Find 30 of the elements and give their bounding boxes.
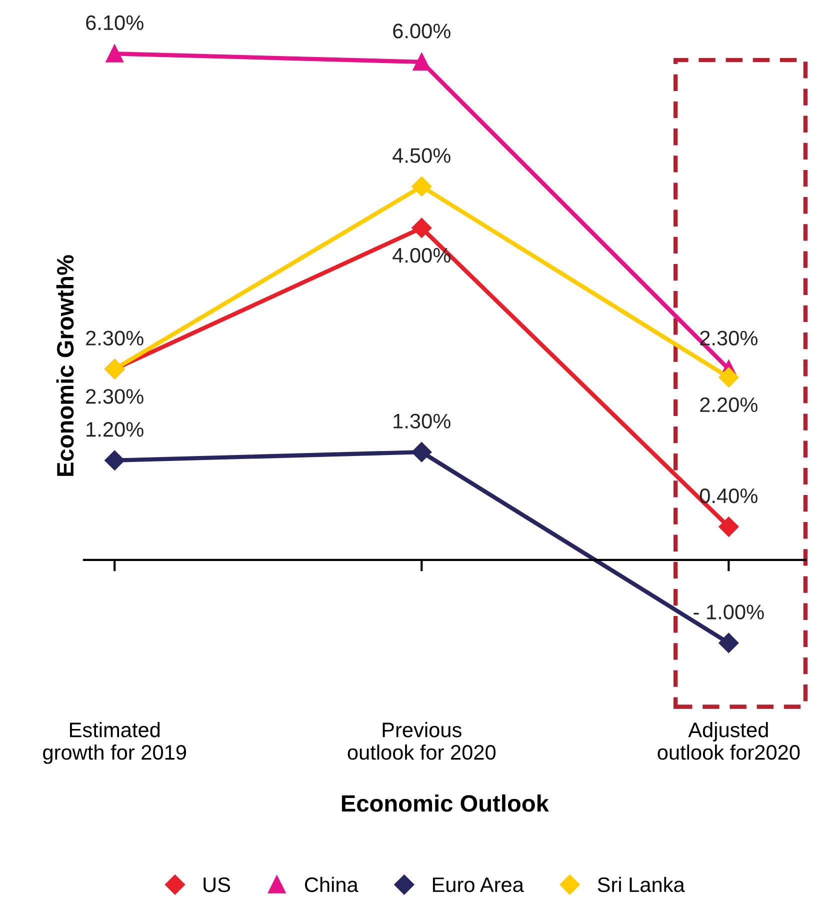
point xyxy=(412,218,432,238)
y-axis-title: Economic Growth% xyxy=(56,255,74,476)
point xyxy=(106,44,124,62)
data-label: 6.00% xyxy=(393,24,450,38)
data-label: 2.30% xyxy=(700,330,758,346)
x-axis-title: Economic Outlook xyxy=(342,794,549,812)
point xyxy=(104,450,124,470)
x-tick-label: Previous outlook for 2020 xyxy=(348,722,496,760)
data-label: 6.10% xyxy=(86,15,144,30)
point xyxy=(412,442,432,462)
point xyxy=(718,367,739,388)
data-label: 2.30% xyxy=(86,389,144,404)
point xyxy=(718,516,739,537)
data-label: - 1.00% xyxy=(694,604,764,620)
point xyxy=(718,633,739,653)
data-label: 2.20% xyxy=(700,397,758,412)
legend-label: China xyxy=(304,876,358,892)
point xyxy=(412,53,430,71)
legend-label: US xyxy=(204,877,230,892)
data-label: 2.30% xyxy=(86,330,144,346)
data-label: 4.00% xyxy=(392,248,450,263)
x-tick-label: Adjusted outlook for2020 xyxy=(658,722,800,760)
point xyxy=(412,176,432,196)
x-tick-label: Estimated growth for 2019 xyxy=(43,722,186,764)
legend-label: Sri Lanka xyxy=(598,876,685,892)
data-label: 1.20% xyxy=(86,422,144,437)
data-label: 4.50% xyxy=(392,148,450,163)
legend-label: Euro Area xyxy=(432,878,524,892)
data-label: 0.40% xyxy=(700,488,758,504)
data-label: 1.30% xyxy=(394,414,450,429)
